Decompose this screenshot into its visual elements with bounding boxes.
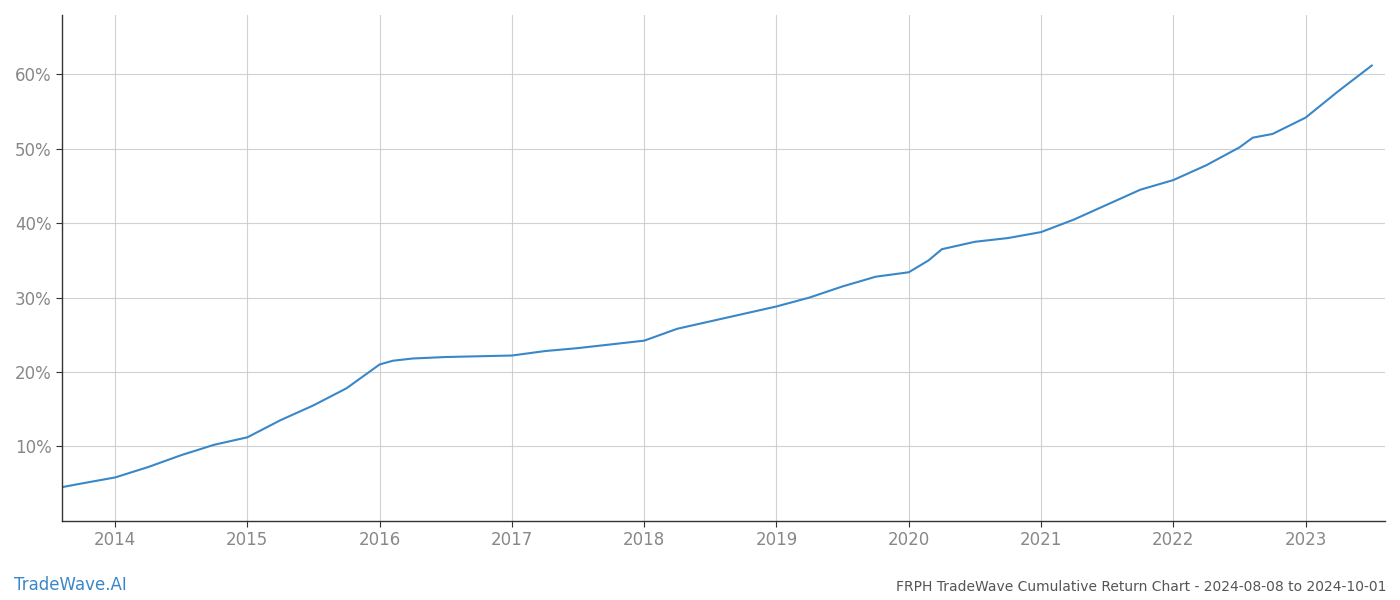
Text: TradeWave.AI: TradeWave.AI [14, 576, 127, 594]
Text: FRPH TradeWave Cumulative Return Chart - 2024-08-08 to 2024-10-01: FRPH TradeWave Cumulative Return Chart -… [896, 580, 1386, 594]
